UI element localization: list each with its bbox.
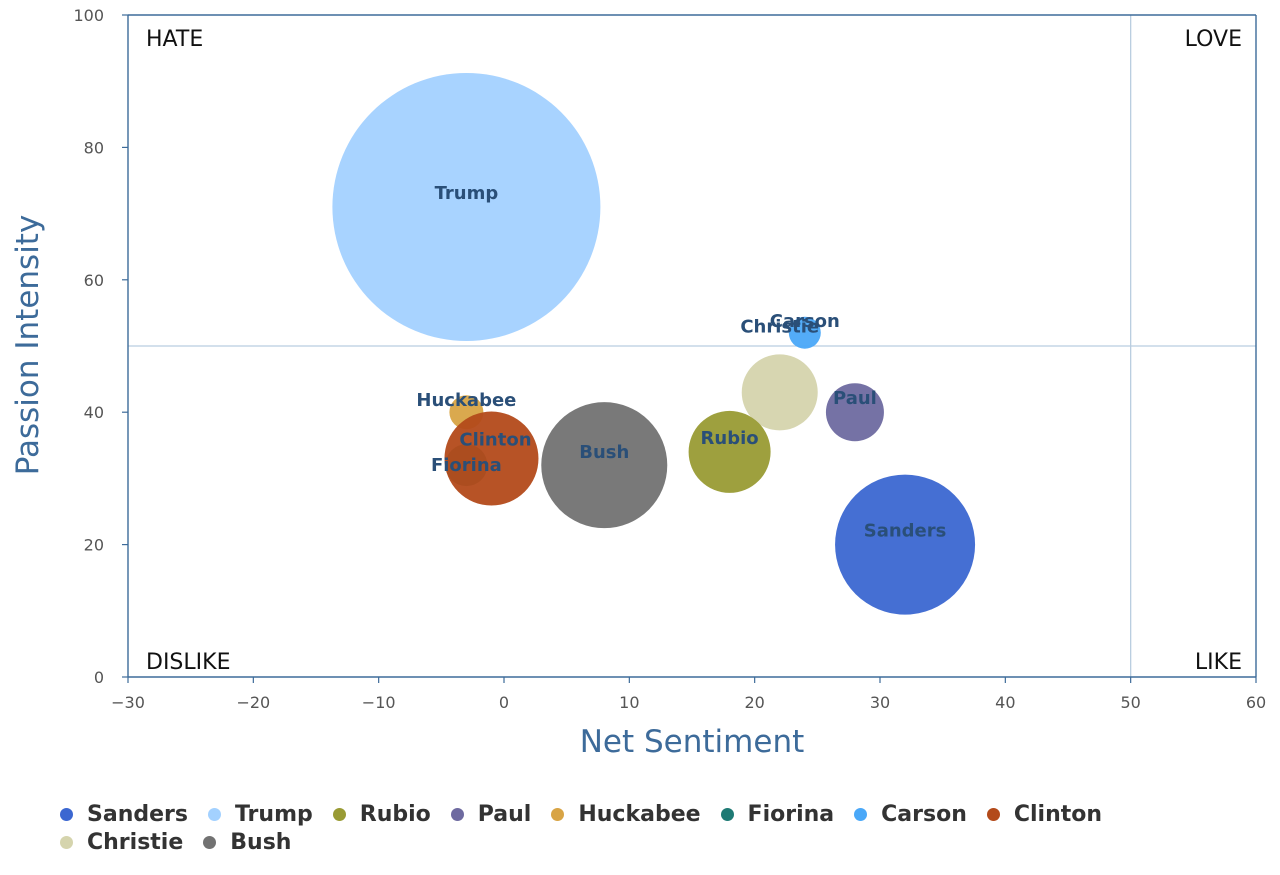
legend-label-fiorina: Fiorina [747,801,835,827]
legend-marker-trump [207,807,221,821]
bubble-chart: Sanders Trump Rubio Paul Huckabee Fiorina Cars… [10,6,1266,760]
legend-marker-rubio [332,807,346,821]
legend: Sanders Trump Rubio Paul Huckabee Fiorina Cars… [60,800,1260,856]
x-tick-label: 60 [1246,693,1266,712]
legend-item-fiorina[interactable]: Fiorina [720,801,835,827]
legend-item-rubio[interactable]: Rubio [332,801,431,827]
bubble-trump [332,72,601,341]
bubble-christie [741,354,818,431]
axes-layer: −30 −20 −10 0 10 20 30 40 50 60 0 20 40 60 80 100 [73,6,1266,712]
y-tick-label: 60 [84,271,104,290]
legend-row-1: Sanders Trump Rubio Paul Huckabee Fiorina Cars… [60,800,1260,828]
bubble-label-christie: Christie [740,316,819,337]
legend-label-clinton: Clinton [1013,801,1103,827]
x-tick-label: 30 [870,693,890,712]
y-axis-title: Passion Intensity [10,215,46,476]
bubbles-layer [332,72,976,615]
legend-label-carson: Carson [881,801,967,827]
y-tick-label: 100 [73,6,104,25]
bubble-label-sanders: Sanders [864,521,947,542]
legend-marker-bush [203,835,217,849]
legend-label-huckabee: Huckabee [578,801,701,827]
bubble-paul [825,383,884,442]
bubble-label-paul: Paul [833,388,877,409]
x-tick-label: −10 [362,693,396,712]
legend-item-huckabee[interactable]: Huckabee [551,801,701,827]
y-tick-label: 80 [84,138,104,157]
x-tick-label: 40 [995,693,1015,712]
bubble-clinton [444,411,539,506]
legend-marker-carson [854,807,868,821]
quadrant-label-love: LOVE [1185,27,1242,52]
bubble-label-clinton: Clinton [459,430,531,451]
legend-item-paul[interactable]: Paul [450,801,532,827]
bubble-carson [788,316,821,349]
bubble-bush [541,402,668,529]
y-tick-label: 40 [84,403,104,422]
legend-label-christie: Christie [87,829,184,855]
x-tick-label: 50 [1120,693,1140,712]
bubble-label-carson: Carson [770,311,840,332]
x-tick-label: 0 [499,693,509,712]
bubble-label-rubio: Rubio [701,428,759,449]
y-tick-label: 20 [84,536,104,555]
bubble-label-huckabee: Huckabee [416,390,516,411]
bubble-rubio [688,410,771,493]
x-axis-title: Net Sentiment [580,724,805,760]
y-tick-label: 0 [94,668,104,687]
x-tick-label: 10 [619,693,639,712]
legend-label-sanders: Sanders [87,801,188,827]
quadrant-label-dislike: DISLIKE [146,650,230,675]
legend-marker-huckabee [551,807,565,821]
x-tick-label: −20 [236,693,270,712]
legend-item-christie[interactable]: Christie [60,830,183,855]
x-tick-label: 20 [744,693,764,712]
bubble-sanders [835,474,976,615]
legend-marker-christie [60,835,73,849]
legend-marker-fiorina [720,807,734,821]
legend-item-carson[interactable]: Carson [854,802,967,827]
quadrant-label-like: LIKE [1195,650,1242,675]
x-tick-label: −30 [111,693,145,712]
legend-item-clinton[interactable]: Clinton [986,801,1103,827]
legend-marker-clinton [986,807,1000,821]
legend-item-sanders[interactable]: Sanders [60,802,188,827]
legend-label-bush: Bush [230,829,292,855]
legend-item-trump[interactable]: Trump [207,801,313,827]
bubble-label-bush: Bush [579,442,629,463]
legend-label-trump: Trump [234,801,313,827]
bubble-labels-layer: Sanders Trump Rubio Paul Huckabee Fiorina Cars… [416,183,946,542]
legend-item-bush[interactable]: Bush [203,830,291,855]
bubble-label-fiorina: Fiorina [431,455,502,476]
legend-marker-paul [450,807,464,821]
bubble-label-trump: Trump [435,183,499,204]
legend-row-2: Christie Bush [60,828,1260,856]
legend-marker-sanders [60,807,73,821]
legend-label-paul: Paul [477,801,532,827]
quadrant-label-hate: HATE [146,27,203,52]
legend-label-rubio: Rubio [359,801,431,827]
reference-lines [128,15,1256,677]
